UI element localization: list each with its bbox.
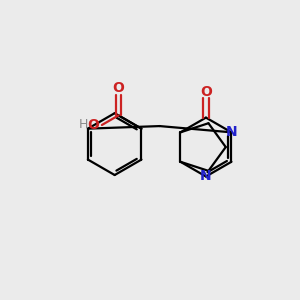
Text: H: H xyxy=(79,118,88,130)
Text: O: O xyxy=(112,81,124,95)
Text: N: N xyxy=(226,125,237,139)
Text: N: N xyxy=(200,169,212,184)
Text: O: O xyxy=(88,118,100,132)
Text: O: O xyxy=(200,85,212,99)
